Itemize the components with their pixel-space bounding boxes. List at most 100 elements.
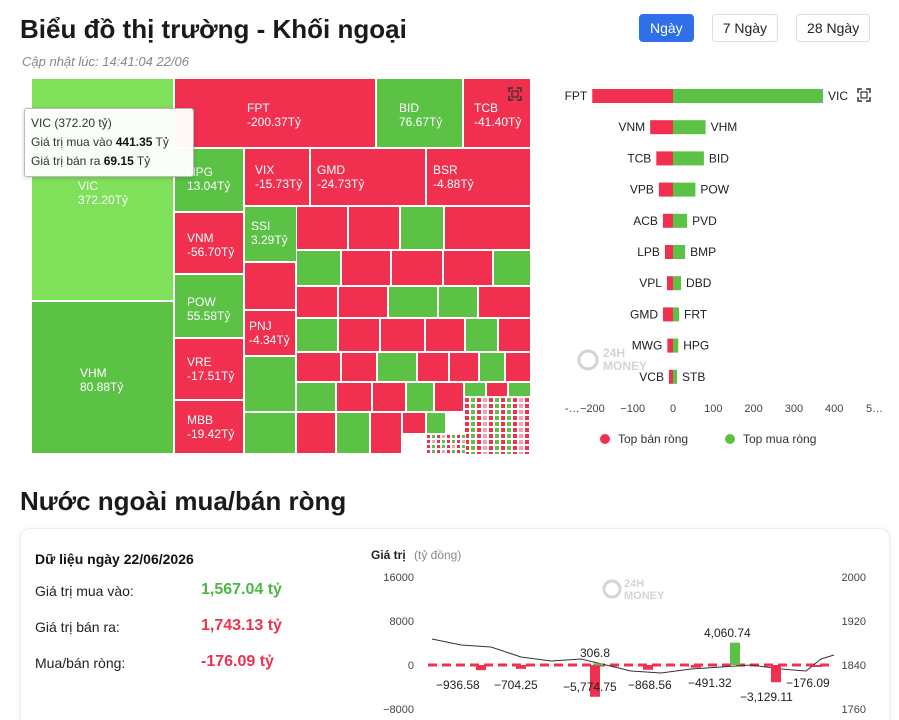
tile-small[interactable] [425,318,465,352]
tile-tcb[interactable]: TCB -41.40Tỷ [463,78,531,148]
tile-small[interactable] [498,318,531,352]
tile-unlabeled[interactable] [244,262,296,310]
index-line [431,638,835,674]
sell-value: 1,743.13 tỷ [201,617,282,634]
tile-small[interactable] [296,318,338,352]
tile-small[interactable] [372,382,406,412]
sell-bar [658,182,673,197]
tile-small[interactable] [296,382,336,412]
tile-small[interactable] [444,206,531,250]
tile-small[interactable] [417,352,449,382]
tile-pnj[interactable]: PNJ -4.34Tỷ [244,310,296,356]
tile-tiny [500,397,506,403]
tile-small[interactable] [443,250,493,286]
tile-small[interactable] [400,206,444,250]
tile-tiny [470,397,476,403]
tile-small[interactable] [426,412,446,434]
tile-tiny [456,449,461,454]
tile-tiny [518,409,524,415]
tile-ssi[interactable]: SSI 3.29Tỷ [244,206,297,262]
tile-small[interactable] [370,412,402,454]
tab-28-days[interactable]: 28 Ngày [796,14,871,42]
x-tick-label: 400 [825,403,843,415]
tile-small[interactable] [296,206,348,250]
tile-small[interactable] [296,412,336,454]
expand-icon[interactable] [857,88,871,102]
tile-tiny [431,434,436,439]
tile-tiny [530,397,531,403]
tile-fpt[interactable]: FPT -200.37Tỷ [174,78,376,148]
tile-small[interactable] [438,286,478,318]
flow-bar-label: −704.25 [494,678,538,692]
tile-unlabeled[interactable] [244,356,296,412]
tile-bsr[interactable]: BSR -4.88Tỷ [426,148,531,206]
tile-pow[interactable]: POW 55.58Tỷ [174,274,244,338]
right-tick-label: 1840 [842,660,866,672]
tile-tiny [476,397,482,403]
tile-tiny [470,403,476,409]
tile-small[interactable] [449,352,479,382]
tile-tiny [482,439,488,445]
tile-small[interactable] [348,206,400,250]
tile-small[interactable] [338,286,388,318]
tile-gmd[interactable]: GMD -24.73Tỷ [310,148,426,206]
tile-tiny [476,421,482,427]
tile-tiny [476,451,482,454]
tile-tiny [524,415,530,421]
tile-small[interactable] [465,318,498,352]
tab-7-days[interactable]: 7 Ngày [711,14,779,42]
tile-bid[interactable]: BID 76.67Tỷ [376,78,463,148]
tile-small[interactable] [434,382,464,412]
sell-ticker-label: VCB [639,370,664,384]
tile-vhm[interactable]: VHM 80.88Tỷ [31,301,174,454]
tile-unlabeled[interactable] [244,412,296,454]
tile-tiny [426,439,431,444]
x-tick-label: 300 [785,403,803,415]
expand-icon[interactable] [508,87,522,101]
tile-hpg[interactable]: HPG 13.04Tỷ [174,148,244,212]
tile-tiny [476,445,482,451]
tile-small[interactable] [341,250,391,286]
flow-bar-label: −3,129.11 [740,690,793,704]
tile-small[interactable] [479,352,505,382]
tile-mbb[interactable]: MBB -19.42Tỷ [174,400,244,454]
tile-small[interactable] [406,382,434,412]
tile-small[interactable] [380,318,425,352]
tile-tiny [500,439,506,445]
tile-tiny [488,421,494,427]
tile-tiny [518,445,524,451]
tile-tiny [461,434,466,439]
tile-small[interactable] [336,382,372,412]
tile-ticker: BID [399,101,420,115]
tile-small[interactable] [377,352,417,382]
tile-small[interactable] [464,382,486,397]
tile-ticker: POW [187,295,216,309]
tile-small[interactable] [296,286,338,318]
tile-small[interactable] [486,382,508,397]
tile-tiny [470,421,476,427]
tile-vre[interactable]: VRE -17.51Tỷ [174,338,244,400]
tile-small[interactable] [391,250,443,286]
buy-bar [673,182,696,197]
tile-small[interactable] [341,352,377,382]
tile-tiny [451,449,456,454]
tile-small[interactable] [478,286,531,318]
tile-small[interactable] [296,250,341,286]
tile-small[interactable] [493,250,531,286]
tile-tiny [446,444,451,449]
tile-small[interactable] [338,318,380,352]
tile-small[interactable] [388,286,438,318]
tile-small[interactable] [505,352,531,382]
tile-ticker: VRE [187,355,212,369]
tile-small[interactable] [402,412,426,434]
tab-day[interactable]: Ngày [639,14,694,42]
tile-small[interactable] [336,412,370,454]
tile-tiny [500,433,506,439]
tile-small[interactable] [508,382,531,397]
tile-vnm[interactable]: VNM -56.70Tỷ [174,212,244,274]
tile-tiny [524,451,530,454]
tile-vix[interactable]: VIX -15.73Tỷ [244,148,310,206]
tile-tiny [524,403,530,409]
tile-tiny [494,451,500,454]
tile-small[interactable] [296,352,341,382]
